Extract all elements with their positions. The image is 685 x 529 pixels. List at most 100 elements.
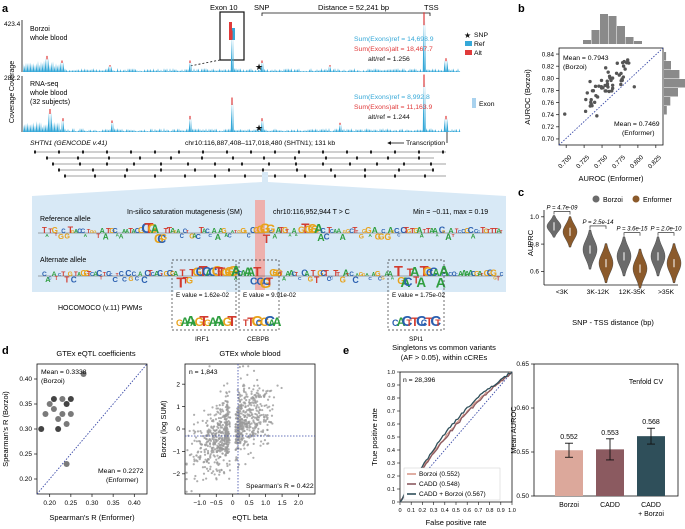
d2-point [253,416,256,419]
d2-point [254,425,257,429]
logo-letter: T [87,229,91,235]
b-hist-right-bar [664,97,671,106]
logo-letter: C [106,269,112,278]
d2-point [222,442,226,446]
c-pvalue-bracket [623,232,641,236]
d2-point [248,429,251,432]
d2-point [236,388,239,392]
logo-letter: G [362,272,366,277]
b-point [605,79,609,83]
d2-point [196,480,199,483]
b-point [588,104,592,108]
logo-letter: C [125,268,131,278]
d2-point [228,463,231,466]
e2-value-label: 0.552 [560,434,578,441]
d2-point [228,406,231,409]
d2-point [253,384,256,387]
transcript-exon [334,174,336,178]
d2-point [209,465,212,468]
d2-point [225,392,228,395]
b-point [603,89,607,93]
d2-point [185,471,188,474]
d2-point [217,442,220,445]
d2-point [239,377,242,380]
logo-letter: C [135,228,140,235]
logo-letter: C [58,272,61,277]
logo-letter: C [80,228,85,235]
d2-point [240,421,243,424]
e2-ytick-label: 0.50 [516,493,529,500]
pwm-letter: A [213,313,224,330]
logo-letter: G [212,264,223,280]
d2-point [185,490,188,493]
transcript-exon [346,150,348,154]
e1-ytick-label: 0.1 [387,487,395,493]
c-axes: 0.6 0.8 1.0 [530,210,678,286]
d1-ytick-label: 0.30 [19,426,32,433]
d2-point [217,457,220,460]
d2-point [251,431,254,434]
d2-point [194,436,198,439]
d2-point [199,456,202,459]
d2-point [218,462,221,465]
d2-point [193,458,196,461]
d2-point [221,410,225,413]
logo-letter: A [272,233,277,240]
c-legend-borzoi: Borzoi [603,197,623,204]
logo-letter: C [404,275,413,289]
logo-letter: C [320,269,326,278]
logo-letter: G [186,275,193,285]
logo-letter: G [308,277,314,284]
b-point [592,100,597,105]
d2-point [259,444,262,447]
d2-point [224,395,227,398]
d2-point [242,437,245,440]
b-mean-enformer-sub: (Enformer) [622,130,654,137]
e2-bar [637,436,665,496]
e2-bars: 0.552 0.553 0.568 Borzoi CADD CADD + Borzoi [555,419,665,518]
d2-point [226,403,229,406]
transcript-exon [160,162,162,166]
d2-xtick-label: 2.0 [294,500,303,507]
d2-point [238,416,242,419]
track1-sum-alt: Sum(Exons)alt = 18,467.7 [354,46,433,53]
d2-point [249,401,252,405]
d2-point [259,402,262,406]
d2-point [218,450,222,453]
track1-ratio: alt/ref = 1.256 [368,56,410,63]
b-point [595,114,599,118]
d2-xtick-label: −1.0 [193,500,206,507]
d2-point [225,426,228,430]
logo-letter: G [240,226,246,235]
d2-point [250,390,253,393]
pwm-letter: A [269,318,276,328]
d2-point [269,421,273,424]
snp-top-label: SNP [254,3,269,12]
logo-letter: T [324,268,330,278]
exon10-ref-bar [232,28,235,40]
d2-point [242,390,246,393]
d2-point [201,466,205,469]
logo-letter: A [93,271,98,278]
b-point [606,70,610,74]
logo-letter: A [292,228,297,235]
logo-letter: G [244,229,248,235]
e1-xtick-label: 0.4 [441,508,449,514]
d2-point [262,418,266,421]
logo-letter: T [346,272,349,278]
b-point [617,73,622,77]
logo-letter: T [218,265,226,279]
d2-points [185,365,283,493]
d2-point [271,404,275,407]
b-hist-right-bar [664,106,667,115]
logo-letter: A [276,226,282,235]
e1-n: n = 28,396 [403,377,436,384]
d2-point [239,405,242,408]
d2-point [258,395,261,399]
logo-letter: G [282,226,288,235]
d2-ylabel: Borzoi (log SUM) [159,400,168,458]
transcript-exon [201,156,203,160]
d2-point [219,412,222,416]
e1-ytick-label: 0.4 [387,448,395,454]
logo-letter: G [173,229,177,234]
